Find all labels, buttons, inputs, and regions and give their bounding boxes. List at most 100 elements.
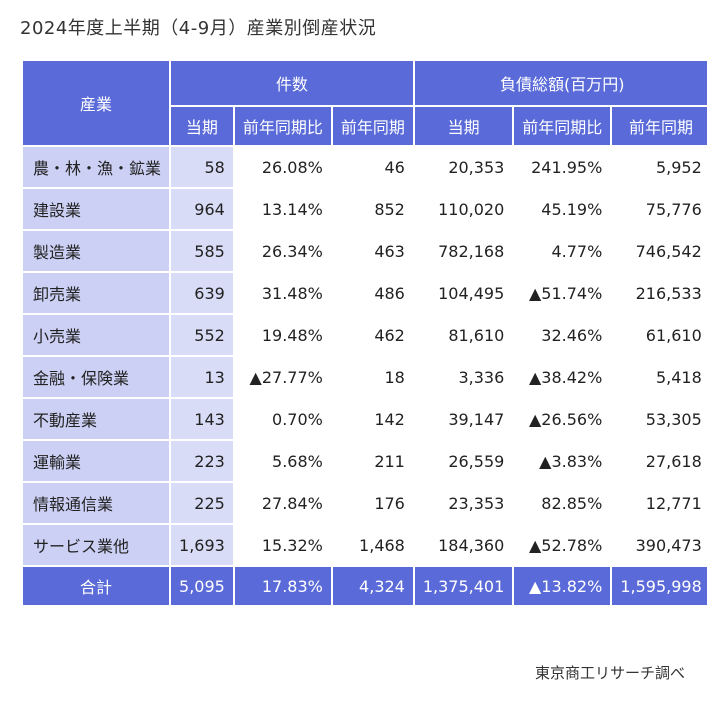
debt-yoy-cell: 241.95% bbox=[512, 145, 613, 189]
group-header-row: 産業 件数 負債総額(百万円) bbox=[20, 59, 707, 147]
debt-prev-cell: 75,776 bbox=[610, 187, 707, 231]
industry-cell: 小売業 bbox=[20, 313, 172, 357]
count-yoy-cell: 19.48% bbox=[232, 313, 333, 357]
debt-prev-cell: 27,618 bbox=[610, 439, 707, 483]
total-count-yoy: 17.83% bbox=[232, 565, 333, 607]
debt-current-cell: 104,495 bbox=[412, 271, 515, 315]
col-count-current: 当期 bbox=[169, 105, 235, 147]
industry-cell: サービス業他 bbox=[20, 523, 172, 567]
debt-yoy-cell: ▲3.83% bbox=[512, 439, 613, 483]
total-count-prev: 4,324 bbox=[330, 565, 415, 607]
column-header-row: 当期 前年同期比 前年同期 当期 前年同期比 前年同期 bbox=[22, 105, 707, 147]
industry-cell: 金融・保険業 bbox=[20, 355, 172, 399]
total-debt-prev: 1,595,998 bbox=[610, 565, 707, 607]
count-prev-cell: 1,468 bbox=[330, 523, 415, 567]
industry-cell: 製造業 bbox=[20, 229, 172, 273]
count-prev-cell: 852 bbox=[330, 187, 415, 231]
table-row: 建設業 964 13.14% 852 110,020 45.19% 75,776 bbox=[20, 187, 707, 231]
debt-current-cell: 3,336 bbox=[412, 355, 515, 399]
debt-yoy-cell: 32.46% bbox=[512, 313, 613, 357]
group-header-count: 件数 bbox=[169, 59, 415, 107]
debt-current-cell: 39,147 bbox=[412, 397, 515, 441]
count-current-cell: 223 bbox=[169, 439, 235, 483]
table-row: サービス業他 1,693 15.32% 1,468 184,360 ▲52.78% 390,… bbox=[20, 523, 707, 567]
count-yoy-cell: ▲27.77% bbox=[232, 355, 333, 399]
debt-prev-cell: 5,418 bbox=[610, 355, 707, 399]
count-current-cell: 58 bbox=[169, 145, 235, 189]
count-current-cell: 225 bbox=[169, 481, 235, 525]
col-debt-current: 当期 bbox=[412, 105, 515, 147]
col-count-prev: 前年同期 bbox=[330, 105, 415, 147]
count-yoy-cell: 26.08% bbox=[232, 145, 333, 189]
count-prev-cell: 211 bbox=[330, 439, 415, 483]
debt-prev-cell: 53,305 bbox=[610, 397, 707, 441]
table-row: 製造業 585 26.34% 463 782,168 4.77% 746,542 bbox=[20, 229, 707, 273]
chart-title: 2024年度上半期（4-9月）産業別倒産状況 bbox=[20, 18, 377, 39]
debt-current-cell: 20,353 bbox=[412, 145, 515, 189]
table-row: 卸売業 639 31.48% 486 104,495 ▲51.74% 216,533 bbox=[20, 271, 707, 315]
industry-cell: 不動産業 bbox=[20, 397, 172, 441]
count-current-cell: 1,693 bbox=[169, 523, 235, 567]
col-debt-prev: 前年同期 bbox=[610, 105, 707, 147]
bankruptcy-table: 産業 件数 負債総額(百万円) 当期 前年同期比 前年同期 当期 前年同期比 前… bbox=[20, 59, 707, 607]
debt-current-cell: 23,353 bbox=[412, 481, 515, 525]
total-count-current: 5,095 bbox=[169, 565, 235, 607]
table-row: 小売業 552 19.48% 462 81,610 32.46% 61,610 bbox=[20, 313, 707, 357]
debt-yoy-cell: ▲51.74% bbox=[512, 271, 613, 315]
debt-current-cell: 782,168 bbox=[412, 229, 515, 273]
total-debt-yoy: ▲13.82% bbox=[512, 565, 613, 607]
debt-prev-cell: 12,771 bbox=[610, 481, 707, 525]
industry-cell: 農・林・漁・鉱業 bbox=[20, 145, 172, 189]
count-current-cell: 964 bbox=[169, 187, 235, 231]
count-current-cell: 552 bbox=[169, 313, 235, 357]
total-debt-current: 1,375,401 bbox=[412, 565, 515, 607]
total-row: 合計 5,095 17.83% 4,324 1,375,401 ▲13.82% … bbox=[20, 565, 707, 607]
debt-yoy-cell: ▲38.42% bbox=[512, 355, 613, 399]
count-current-cell: 585 bbox=[169, 229, 235, 273]
col-count-yoy: 前年同期比 bbox=[232, 105, 333, 147]
debt-current-cell: 184,360 bbox=[412, 523, 515, 567]
count-prev-cell: 463 bbox=[330, 229, 415, 273]
industry-cell: 運輸業 bbox=[20, 439, 172, 483]
count-yoy-cell: 15.32% bbox=[232, 523, 333, 567]
table-row: 運輸業 223 5.68% 211 26,559 ▲3.83% 27,618 bbox=[20, 439, 707, 483]
debt-current-cell: 81,610 bbox=[412, 313, 515, 357]
count-yoy-cell: 5.68% bbox=[232, 439, 333, 483]
count-prev-cell: 46 bbox=[330, 145, 415, 189]
debt-yoy-cell: 82.85% bbox=[512, 481, 613, 525]
group-header-debt: 負債総額(百万円) bbox=[412, 59, 707, 107]
count-prev-cell: 486 bbox=[330, 271, 415, 315]
debt-yoy-cell: 45.19% bbox=[512, 187, 613, 231]
table-row: 金融・保険業 13 ▲27.77% 18 3,336 ▲38.42% 5,418 bbox=[20, 355, 707, 399]
table-row: 情報通信業 225 27.84% 176 23,353 82.85% 12,771 bbox=[20, 481, 707, 525]
debt-prev-cell: 390,473 bbox=[610, 523, 707, 567]
count-prev-cell: 462 bbox=[330, 313, 415, 357]
source-note: 東京商工リサーチ調べ bbox=[534, 664, 685, 682]
debt-current-cell: 26,559 bbox=[412, 439, 515, 483]
debt-current-cell: 110,020 bbox=[412, 187, 515, 231]
count-prev-cell: 176 bbox=[330, 481, 415, 525]
debt-yoy-cell: 4.77% bbox=[512, 229, 613, 273]
debt-yoy-cell: ▲52.78% bbox=[512, 523, 613, 567]
count-current-cell: 639 bbox=[169, 271, 235, 315]
industry-cell: 卸売業 bbox=[20, 271, 172, 315]
total-label: 合計 bbox=[20, 565, 172, 607]
count-yoy-cell: 0.70% bbox=[232, 397, 333, 441]
debt-prev-cell: 746,542 bbox=[610, 229, 707, 273]
count-yoy-cell: 27.84% bbox=[232, 481, 333, 525]
count-yoy-cell: 13.14% bbox=[232, 187, 333, 231]
count-current-cell: 143 bbox=[169, 397, 235, 441]
table-body: 農・林・漁・鉱業 58 26.08% 46 20,353 241.95% 5,952 建設業 9… bbox=[20, 145, 707, 567]
count-current-cell: 13 bbox=[169, 355, 235, 399]
debt-prev-cell: 216,533 bbox=[610, 271, 707, 315]
debt-yoy-cell: ▲26.56% bbox=[512, 397, 613, 441]
industry-cell: 情報通信業 bbox=[20, 481, 172, 525]
count-yoy-cell: 26.34% bbox=[232, 229, 333, 273]
col-debt-yoy: 前年同期比 bbox=[512, 105, 613, 147]
row-header-industry: 産業 bbox=[20, 59, 172, 147]
count-yoy-cell: 31.48% bbox=[232, 271, 333, 315]
debt-prev-cell: 5,952 bbox=[610, 145, 707, 189]
count-prev-cell: 142 bbox=[330, 397, 415, 441]
table-row: 農・林・漁・鉱業 58 26.08% 46 20,353 241.95% 5,952 bbox=[20, 145, 707, 189]
industry-cell: 建設業 bbox=[20, 187, 172, 231]
